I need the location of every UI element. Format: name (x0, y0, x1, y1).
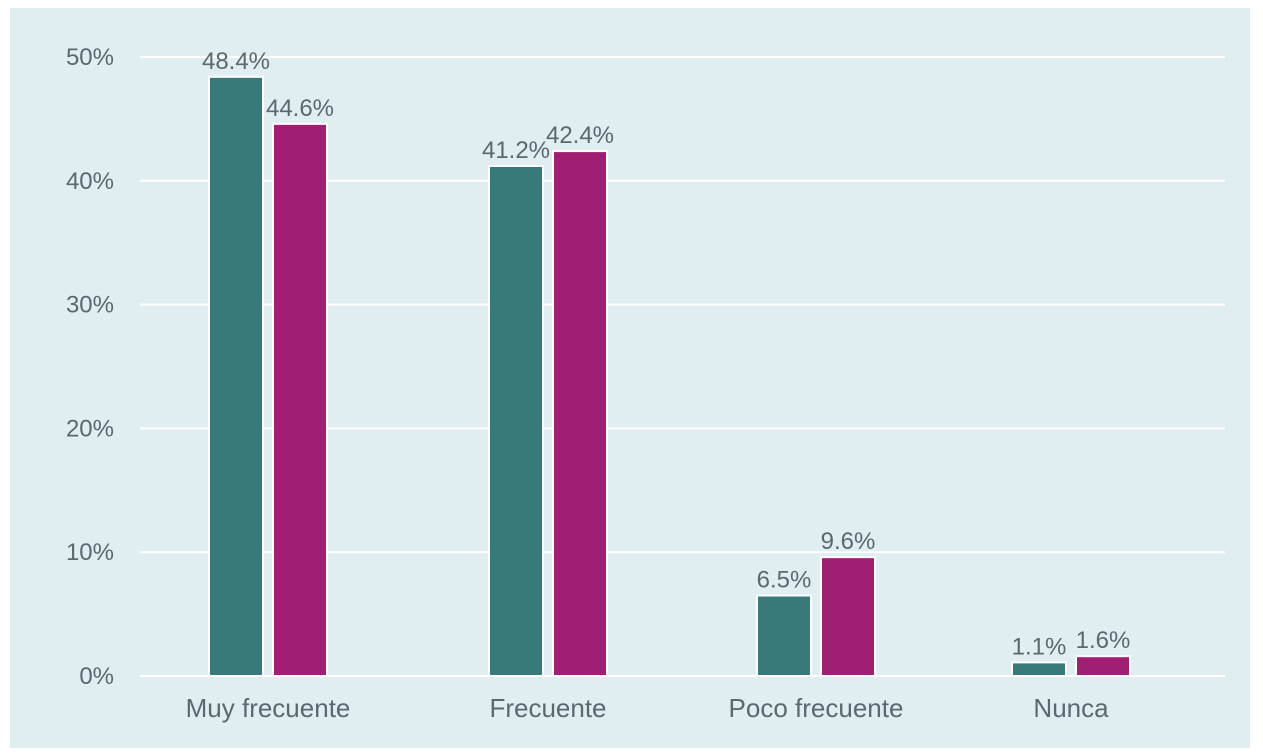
x-axis-categories: Muy frecuente Frecuente Poco frecuente Nunc… (186, 693, 1109, 723)
x-category-label: Frecuente (489, 693, 606, 723)
y-tick-label: 10% (66, 539, 114, 566)
bar-series-2 (272, 122, 328, 678)
data-label: 6.5% (757, 567, 812, 594)
data-label: 9.6% (821, 528, 876, 555)
x-category-label: Muy frecuente (186, 693, 351, 723)
bar-series-2 (552, 150, 608, 677)
y-tick-label: 40% (66, 168, 114, 195)
x-category-label: Nunca (1033, 693, 1109, 723)
data-label: 1.1% (1012, 633, 1067, 660)
bar-series-1 (208, 75, 264, 678)
bars (208, 75, 1131, 678)
data-labels: 48.4% 41.2% 6.5% 1.1% 44.6% 42.4% 9.6% 1.6% (202, 48, 1130, 661)
data-label: 44.6% (266, 95, 334, 122)
y-tick-label: 0% (79, 663, 114, 690)
bar-series-1 (488, 164, 544, 677)
bar-series-1 (756, 594, 812, 678)
bar-series-1 (1011, 661, 1067, 678)
y-tick-label: 30% (66, 292, 114, 319)
bar-series-2 (820, 556, 876, 677)
y-tick-label: 20% (66, 415, 114, 442)
bar-chart: 0% 10% 20% 30% 40% 50% 48.4% 41.2% 6.5% 1.1% 44.6… (66, 44, 1225, 723)
chart-panel: 0% 10% 20% 30% 40% 50% 48.4% 41.2% 6.5% 1.1% 44.6… (10, 8, 1250, 748)
data-label: 48.4% (202, 48, 270, 75)
bar-series-2 (1075, 655, 1131, 678)
data-label: 1.6% (1076, 627, 1131, 654)
x-category-label: Poco frecuente (729, 693, 904, 723)
data-label: 41.2% (482, 137, 550, 164)
y-axis-ticks: 0% 10% 20% 30% 40% 50% (66, 44, 114, 690)
y-tick-label: 50% (66, 44, 114, 71)
data-label: 42.4% (546, 122, 614, 149)
